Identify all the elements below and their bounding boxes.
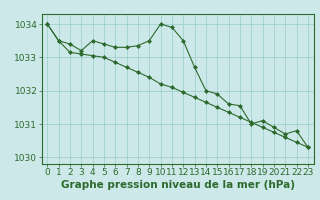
X-axis label: Graphe pression niveau de la mer (hPa): Graphe pression niveau de la mer (hPa) xyxy=(60,180,295,190)
